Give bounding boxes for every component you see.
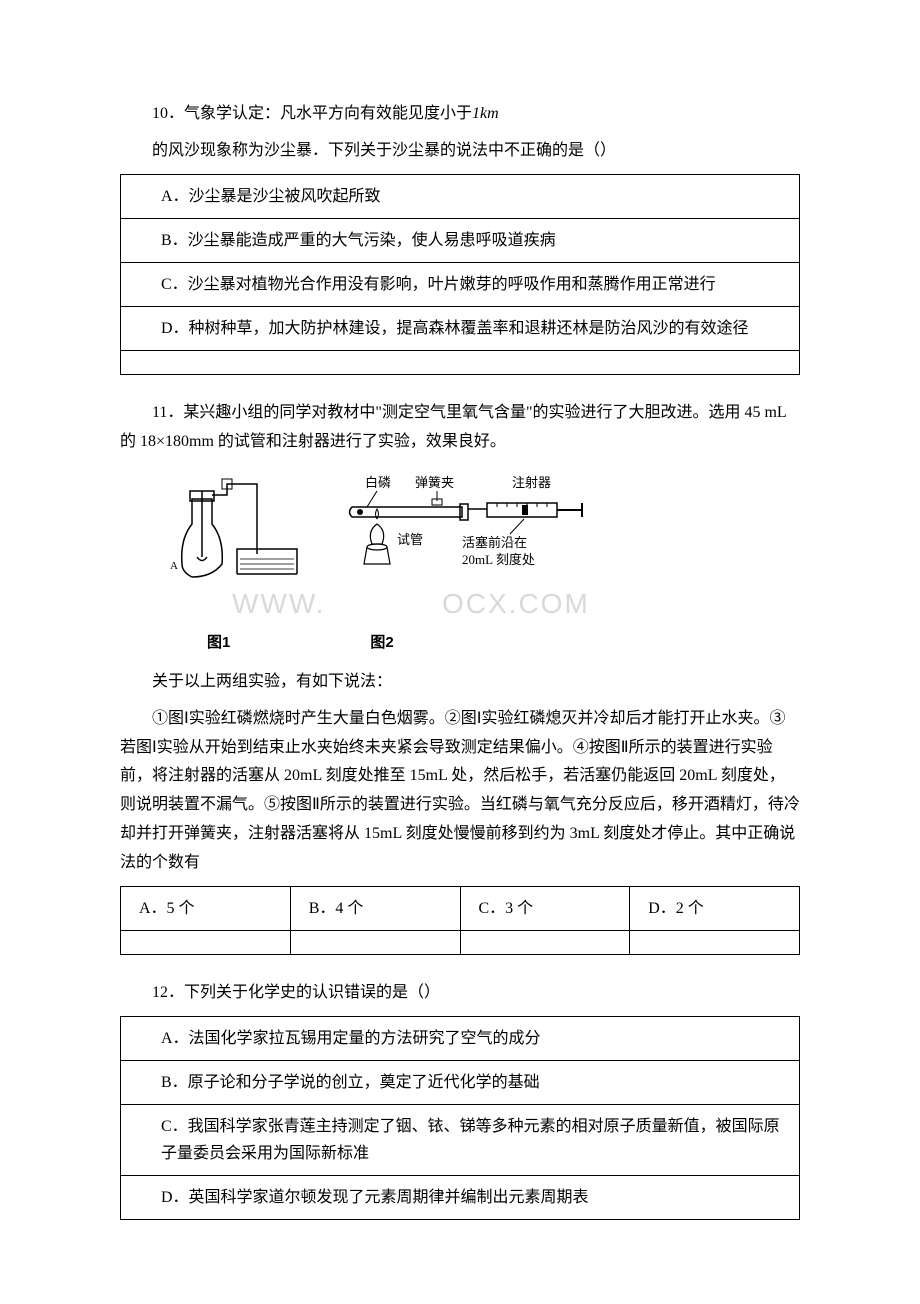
q11-option-b: B．4 个: [290, 886, 460, 930]
q12-option-a: A．法国化学家拉瓦锡用定量的方法研究了空气的成分: [121, 1016, 800, 1060]
q11-option-c: C．3 个: [460, 886, 630, 930]
q12-option-c: C．我国科学家张青莲主持测定了铟、铱、锑等多种元素的相对原子质量新值，被国际原子…: [121, 1104, 800, 1175]
figure-label-row: 图1 图2: [152, 629, 800, 656]
q11-empty-a: [121, 930, 291, 954]
label-zhusheqi: 注射器: [512, 475, 551, 490]
q11-after-figure: 关于以上两组实验，有如下说法：: [120, 668, 800, 697]
q12-stem: 12．下列关于化学史的认识错误的是（）: [120, 979, 800, 1008]
q11-option-a: A．5 个: [121, 886, 291, 930]
question-11: 11．某兴趣小组的同学对教材中"测定空气里氧气含量"的实验进行了大胆改进。选用 …: [120, 399, 800, 954]
figure-1-group: A: [170, 479, 297, 577]
q11-empty-d: [630, 930, 800, 954]
label-kedu: 20mL 刻度处: [462, 552, 535, 567]
q12-option-b: B．原子论和分子学说的创立，奠定了近代化学的基础: [121, 1060, 800, 1104]
q10-options-table: A．沙尘暴是沙尘被风吹起所致 B．沙尘暴能造成严重的大气污染，使人易患呼吸道疾病…: [120, 174, 800, 376]
q11-figure: WWW. OCX.COM: [152, 469, 800, 656]
q12-options-table: A．法国化学家拉瓦锡用定量的方法研究了空气的成分 B．原子论和分子学说的创立，奠…: [120, 1016, 800, 1221]
q10-option-a: A．沙尘暴是沙尘被风吹起所致: [121, 174, 800, 218]
figure-1-label: 图1: [207, 629, 230, 656]
q10-option-b: B．沙尘暴能造成严重的大气污染，使人易患呼吸道疾病: [121, 218, 800, 262]
label-shiguan: 试管: [397, 532, 423, 547]
q11-stem: 11．某兴趣小组的同学对教材中"测定空气里氧气含量"的实验进行了大胆改进。选用 …: [120, 399, 800, 457]
q10-stem-line2: 的风沙现象称为沙尘暴．下列关于沙尘暴的说法中不正确的是（）: [120, 137, 800, 166]
figure-2-group: 白磷 弹簧夹 注射器: [350, 475, 583, 567]
q11-option-d: D．2 个: [630, 886, 800, 930]
label-huosai: 活塞前沿在: [462, 535, 527, 550]
label-tanhuangjia: 弹簧夹: [415, 475, 454, 490]
q11-options-table: A．5 个 B．4 个 C．3 个 D．2 个: [120, 886, 800, 955]
q10-option-d: D．种树种草，加大防护林建设，提高森林覆盖率和退耕还林是防治风沙的有效途径: [121, 307, 800, 351]
q10-option-c: C．沙尘暴对植物光合作用没有影响，叶片嫩芽的呼吸作用和蒸腾作用正常进行: [121, 262, 800, 306]
q11-analysis: ①图Ⅰ实验红磷燃烧时产生大量白色烟雾。②图Ⅰ实验红磷熄灭并冷却后才能打开止水夹。…: [120, 705, 800, 878]
q11-empty-c: [460, 930, 630, 954]
q10-prefix: 10．气象学认定：凡水平方向有效能见度小于: [152, 105, 472, 122]
q11-empty-b: [290, 930, 460, 954]
svg-text:A: A: [170, 560, 178, 572]
q10-formula: 1km: [472, 105, 499, 122]
q12-option-d: D．英国科学家道尔顿发现了元素周期律并编制出元素周期表: [121, 1176, 800, 1220]
question-12: 12．下列关于化学史的认识错误的是（） A．法国化学家拉瓦锡用定量的方法研究了空…: [120, 979, 800, 1221]
figure-2-label: 图2: [370, 629, 393, 656]
q10-empty-row: [121, 351, 800, 375]
q10-stem-line1: 10．气象学认定：凡水平方向有效能见度小于1km: [120, 100, 800, 129]
experiment-diagram-svg: A 白磷 弹簧夹 注射器: [152, 469, 612, 629]
question-10: 10．气象学认定：凡水平方向有效能见度小于1km 的风沙现象称为沙尘暴．下列关于…: [120, 100, 800, 375]
label-bailin: 白磷: [365, 475, 391, 490]
